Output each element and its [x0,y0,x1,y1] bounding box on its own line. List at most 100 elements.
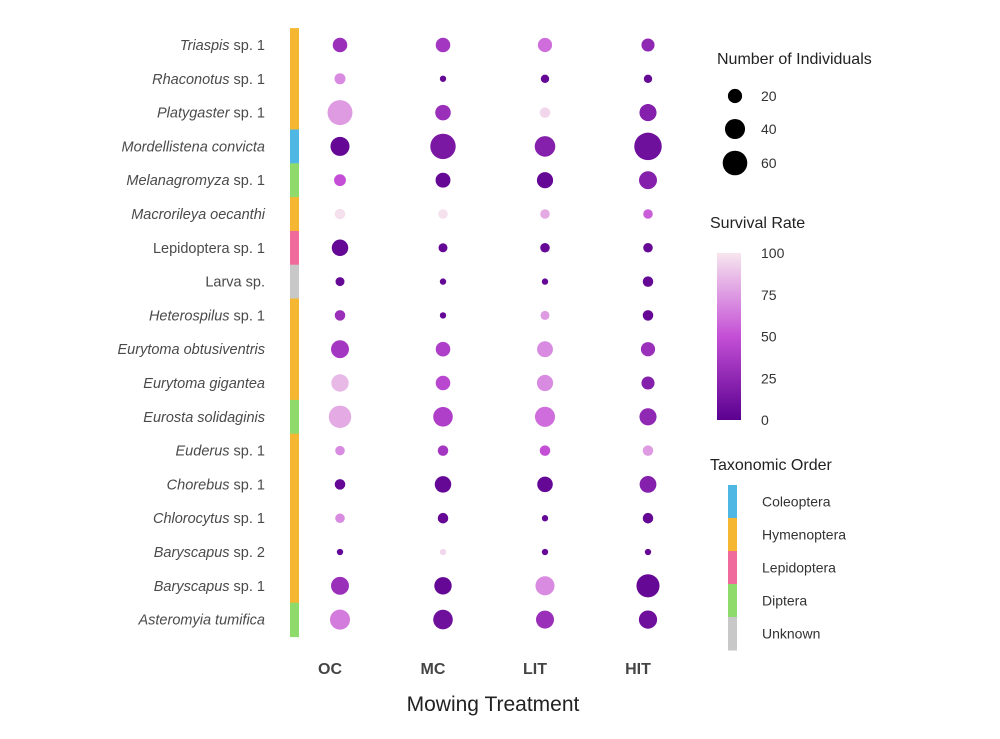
bubble-point [335,277,345,287]
order-bar-segment [290,129,299,164]
species-label-part: sp. 1 [230,173,265,189]
bubble-point [433,407,453,427]
bubble-point [643,209,653,219]
order-bar-segment [290,433,299,469]
bubble-point [439,312,447,319]
species-label-part: sp. 1 [230,511,265,527]
taxonomic-order-legend: Taxonomic Order Coleoptera Hymenoptera Lep… [710,457,846,651]
bubble-point [438,243,448,253]
species-label-part: Eurytoma gigantea [143,376,265,392]
species-label-part: sp. 1 [230,477,265,493]
order-legend-label: Hymenoptera [762,527,846,543]
bubble-point [641,38,655,52]
bubble-point [537,341,553,358]
bubble-point [434,577,452,595]
bubble-point [537,476,553,493]
bubble-point [639,476,657,493]
bubble-point [539,107,551,118]
order-bar-segment [290,28,299,63]
species-label-part: Eurosta solidaginis [143,410,265,426]
species-label: Macrorileya oecanthi [131,207,266,223]
bubble-point [331,374,349,392]
order-bar-segment [290,366,299,401]
bubble-point [327,100,353,126]
bubble-point [435,172,451,188]
species-label-part: Rhaconotus [152,72,229,88]
bubble-point [642,276,654,287]
species-label-part: sp. 1 [230,72,265,88]
bubble-point [435,104,451,121]
size-legend-label: 60 [761,155,777,171]
species-label: Chlorocytus sp. 1 [153,511,265,527]
x-tick-label: MC [421,661,446,678]
size-legend-title: Number of Individuals [717,51,872,68]
species-label: Chorebus sp. 1 [167,477,265,493]
species-label-part: Baryscapus [154,545,230,561]
species-label-part: sp. 2 [230,545,265,561]
species-label: Eurytoma obtusiventris [118,342,265,358]
species-label-part: sp. 1 [230,308,265,324]
size-legend: Number of Individuals 20 40 60 [717,51,872,176]
species-label-part: Chlorocytus [153,511,230,527]
order-bar-segment [290,602,299,638]
bubble-point [639,171,657,190]
bubble-point [334,73,346,85]
bubble-point [331,340,349,359]
order-bar-segment [290,264,299,300]
bubble-point [642,512,654,524]
bubble-point [643,74,653,84]
bubble-point [541,548,549,556]
species-label-part: Asteromyia tumifica [137,613,265,629]
species-label: Rhaconotus sp. 1 [152,72,265,88]
bubble-point [334,208,346,220]
species-label-part: Larva sp. [205,275,265,291]
species-label-part: Eurytoma obtusiventris [118,342,265,358]
order-bar-segment [290,163,299,198]
species-label: Eurosta solidaginis [143,410,265,426]
bubble-point [335,513,345,523]
bubble-point [540,243,550,253]
species-label-part: Chorebus [167,477,230,493]
order-legend-swatch [728,518,737,552]
order-legend-label: Lepidoptera [762,560,836,576]
bubble-point [643,243,653,253]
species-label-part: sp. 1 [230,106,265,122]
bubble-point [434,476,452,493]
order-legend-swatch [728,584,737,618]
order-legend-swatch [728,617,737,651]
bubble-point [639,408,657,426]
species-label-part: Macrorileya oecanthi [131,207,266,223]
species-label: Lepidoptera sp. 1 [153,241,265,257]
bubble-point [430,133,456,160]
colorbar-tick-label: 0 [761,412,769,428]
bubble-point [433,609,453,630]
x-tick-label: HIT [625,661,651,678]
bubble-point [331,576,349,595]
bubble-point [642,445,654,456]
order-legend-swatch [728,485,737,519]
x-tick-label: OC [318,661,342,678]
order-bar-segment [290,568,299,604]
species-label: Melanagromyza sp. 1 [126,173,265,189]
species-label-part: Lepidoptera [153,241,231,257]
bubble-point [536,172,554,189]
species-label-part: sp. 1 [230,38,265,54]
bubble-point [642,310,654,321]
species-label: Baryscapus sp. 1 [154,579,265,595]
species-label: Asteromyia tumifica [137,613,265,629]
bubble-point [435,341,451,357]
size-legend-label: 20 [761,88,777,104]
bubble-point [537,37,553,53]
species-label: Eurytoma gigantea [143,376,265,392]
species-label-part: Heterospilus [149,308,230,324]
species-label: Triaspis sp. 1 [180,38,265,54]
bubble-point [437,512,449,524]
bubble-point [540,209,550,219]
bubble-point [536,610,554,629]
size-legend-dot [722,150,748,176]
taxonomic-order-legend-title: Taxonomic Order [710,457,832,474]
bubble-point [540,310,550,320]
order-legend-label: Diptera [762,593,807,609]
bubble-point [334,174,346,187]
